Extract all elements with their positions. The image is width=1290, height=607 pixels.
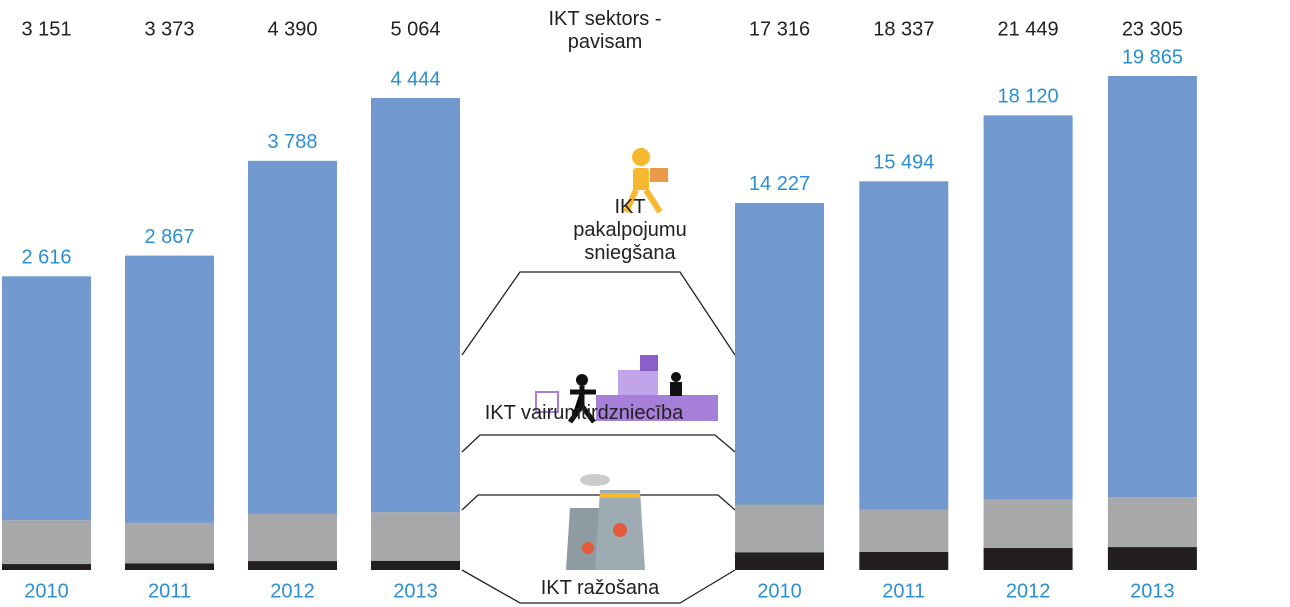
bar-segment <box>859 552 949 570</box>
bar-segment <box>2 564 91 570</box>
bar-segment <box>1107 547 1197 570</box>
bar-segment <box>735 504 824 553</box>
bar-segment <box>125 255 214 523</box>
bar-segment <box>371 512 460 561</box>
bar-segment <box>1107 76 1197 498</box>
icon-plant <box>566 474 645 570</box>
bar-segment <box>735 552 824 570</box>
bar-segment <box>1107 497 1197 548</box>
total-label: 21 449 <box>998 18 1059 40</box>
x-tick-label: 2011 <box>882 580 925 602</box>
bar-segment <box>371 560 460 570</box>
value-label: 3 788 <box>267 131 317 153</box>
bar-segment <box>125 563 214 570</box>
total-label: 18 337 <box>873 18 934 40</box>
value-label: 2 867 <box>144 226 194 248</box>
bar-segment <box>859 181 949 510</box>
bar-segment <box>983 499 1073 548</box>
value-label: 15 494 <box>873 152 934 174</box>
value-label: 19 865 <box>1122 46 1183 68</box>
bar-segment <box>248 561 337 570</box>
value-label: 2 616 <box>21 247 71 269</box>
x-tick-label: 2011 <box>148 580 191 602</box>
bar-segment <box>2 276 91 521</box>
value-label: 18 120 <box>998 86 1059 108</box>
bar-segment <box>248 160 337 514</box>
x-tick-label: 2012 <box>270 580 315 602</box>
bar-segment <box>983 547 1073 570</box>
bar-segment <box>735 202 824 505</box>
value-label: 4 444 <box>390 68 440 90</box>
bar-segment <box>2 520 91 565</box>
legend-total: IKT sektors - pavisam <box>548 8 662 53</box>
x-tick-label: 2013 <box>393 580 438 602</box>
value-label: 14 227 <box>749 173 810 195</box>
icon-courier <box>623 148 668 214</box>
bar-segment <box>248 513 337 562</box>
total-label: 4 390 <box>267 18 317 40</box>
total-label: 23 305 <box>1122 18 1183 40</box>
x-tick-label: 2010 <box>24 580 69 602</box>
icon-shop <box>535 355 718 424</box>
total-label: 3 373 <box>144 18 194 40</box>
bar-segment <box>859 509 949 553</box>
x-tick-label: 2010 <box>757 580 802 602</box>
x-tick-label: 2013 <box>1130 580 1175 602</box>
legend-services: IKT pakalpojumu sniegšana <box>573 196 687 264</box>
total-label: 3 151 <box>21 18 71 40</box>
legend-frame <box>461 271 736 604</box>
total-label: 17 316 <box>749 18 810 40</box>
legend-wholesale: IKT vairumtirdzniecība <box>484 402 684 424</box>
x-tick-label: 2012 <box>1006 580 1051 602</box>
legend-manufacturing: IKT ražošana <box>540 577 660 599</box>
bar-segment <box>125 522 214 564</box>
total-label: 5 064 <box>390 18 440 40</box>
bar-segment <box>983 115 1073 500</box>
bar-segment <box>371 98 460 513</box>
